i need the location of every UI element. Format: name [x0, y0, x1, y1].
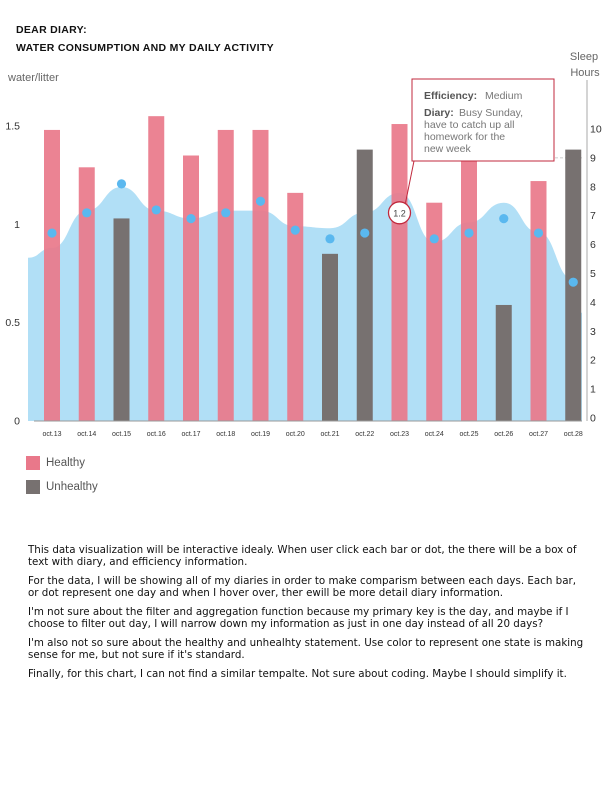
sleep-point[interactable] [464, 228, 474, 238]
x-tick-label: oct.22 [355, 431, 374, 438]
legend-item-healthy[interactable]: Healthy [26, 456, 98, 470]
y2-tick-label: 0 [590, 413, 596, 425]
legend-label-unhealthy: Unhealthy [46, 481, 98, 493]
tooltip-diary-line: have to catch up all [424, 119, 514, 131]
unhealthy-bar[interactable] [495, 304, 512, 421]
water-sleep-chart: 1.2 0 0.5 1 1.5 0 1 2 3 4 5 6 7 8 9 10 oct.13 oct.14 oct.… [5, 51, 602, 438]
healthy-bar[interactable] [426, 202, 443, 421]
healthy-bar[interactable] [391, 124, 408, 422]
legend-item-unhealthy[interactable]: Unhealthy [26, 480, 98, 494]
chart-title-block: DEAR DIARY: WATER CONSUMPTION AND MY DAI… [16, 24, 274, 60]
x-tick-label: oct.19 [251, 431, 270, 438]
healthy-bar[interactable] [78, 167, 95, 421]
healthy-bar[interactable] [217, 129, 234, 421]
x-tick-label: oct.18 [216, 431, 235, 438]
x-tick-label: oct.15 [112, 431, 131, 438]
x-tick-label: oct.25 [459, 431, 478, 438]
note-paragraph: I'm also not so sure about the healthy a… [28, 637, 584, 661]
tooltip-diary-key: Diary: [424, 107, 454, 119]
sleep-point[interactable] [151, 205, 161, 215]
tooltip-box [411, 78, 555, 162]
y2-axis-title: Hours [570, 67, 600, 79]
x-tick-label: oct.14 [77, 431, 96, 438]
y2-tick-label: 3 [590, 326, 596, 338]
healthy-bar[interactable] [252, 129, 269, 421]
sleep-point[interactable] [116, 179, 127, 189]
y2-tick-label: 2 [590, 355, 596, 367]
sleep-point[interactable] [47, 228, 57, 238]
y2-tick-label: 9 [590, 152, 596, 164]
healthy-bar[interactable] [287, 192, 304, 421]
y2-tick-label: 4 [590, 297, 596, 309]
y-axis-title: water/litter [7, 72, 59, 84]
y2-tick-label: 5 [590, 268, 596, 280]
x-tick-label: oct.13 [42, 431, 61, 438]
y-tick-label: 0 [14, 416, 20, 428]
y-tick-label: 1.5 [5, 121, 20, 133]
note-paragraph: For the data, I will be showing all of m… [28, 575, 577, 599]
y2-tick-label: 10 [590, 124, 602, 136]
chart-subtitle: WATER CONSUMPTION AND MY DAILY ACTIVITY [16, 42, 274, 54]
x-tick-label: oct.28 [564, 431, 583, 438]
x-tick-label: oct.17 [181, 431, 200, 438]
sleep-point[interactable] [221, 208, 231, 218]
healthy-bar[interactable] [148, 116, 165, 422]
x-tick-label: oct.20 [286, 431, 305, 438]
sleep-point[interactable] [429, 234, 439, 244]
y-tick-label: 1 [14, 219, 20, 231]
unhealthy-bar[interactable] [322, 253, 338, 421]
note-paragraph: This data visualization will be interact… [28, 544, 577, 568]
sleep-point[interactable] [290, 225, 300, 235]
healthy-swatch [26, 456, 40, 470]
tooltip-leader [405, 160, 415, 203]
unhealthy-bar[interactable] [356, 149, 373, 421]
healthy-bar[interactable] [183, 155, 199, 422]
y-tick-label: 0.5 [5, 317, 20, 329]
y2-tick-label: 6 [590, 239, 596, 251]
sleep-point[interactable] [533, 228, 544, 238]
tooltip-diary-line: homework for the [424, 131, 505, 143]
healthy-bar[interactable] [44, 129, 60, 421]
x-tick-label: oct.24 [425, 431, 444, 438]
highlighted-point-label: 1.2 [393, 208, 406, 218]
tooltip-diary-line: Busy Sunday, [459, 107, 523, 119]
water-area [28, 186, 582, 421]
x-tick-label: oct.27 [529, 431, 548, 438]
y2-tick-label: 8 [590, 181, 596, 193]
chart-title: DEAR DIARY: [16, 24, 87, 36]
y2-tick-label: 1 [590, 384, 596, 396]
x-tick-label: oct.16 [147, 431, 166, 438]
sleep-point[interactable] [255, 196, 266, 206]
sleep-point[interactable] [360, 228, 370, 238]
sleep-point[interactable] [568, 277, 578, 287]
legend-label-healthy: Healthy [46, 457, 85, 469]
sleep-point[interactable] [325, 234, 335, 244]
healthy-bar[interactable] [530, 181, 547, 421]
x-tick-label: oct.23 [390, 431, 409, 438]
y2-axis-title: Sleep [570, 51, 598, 63]
sleep-point[interactable] [82, 208, 92, 218]
healthy-bar[interactable] [461, 161, 477, 421]
legend: Healthy Unhealthy [26, 456, 98, 504]
highlighted-point[interactable] [387, 201, 412, 225]
sleep-point[interactable] [186, 213, 196, 224]
tooltip-efficiency-value: Medium [485, 90, 523, 102]
sleep-point[interactable] [499, 213, 509, 224]
tooltip-diary-line: new week [424, 143, 471, 155]
y2-tick-label: 7 [590, 210, 596, 222]
x-tick-label: oct.26 [494, 431, 513, 438]
notes: This data visualization will be interact… [28, 544, 584, 689]
tooltip-efficiency-key: Efficiency: [424, 90, 477, 102]
x-tick-label: oct.21 [320, 431, 339, 438]
unhealthy-bar[interactable] [113, 218, 130, 421]
unhealthy-swatch [26, 480, 40, 494]
note-paragraph: I'm not sure about the filter and aggreg… [28, 606, 569, 630]
note-paragraph: Finally, for this chart, I can not find … [28, 668, 567, 680]
